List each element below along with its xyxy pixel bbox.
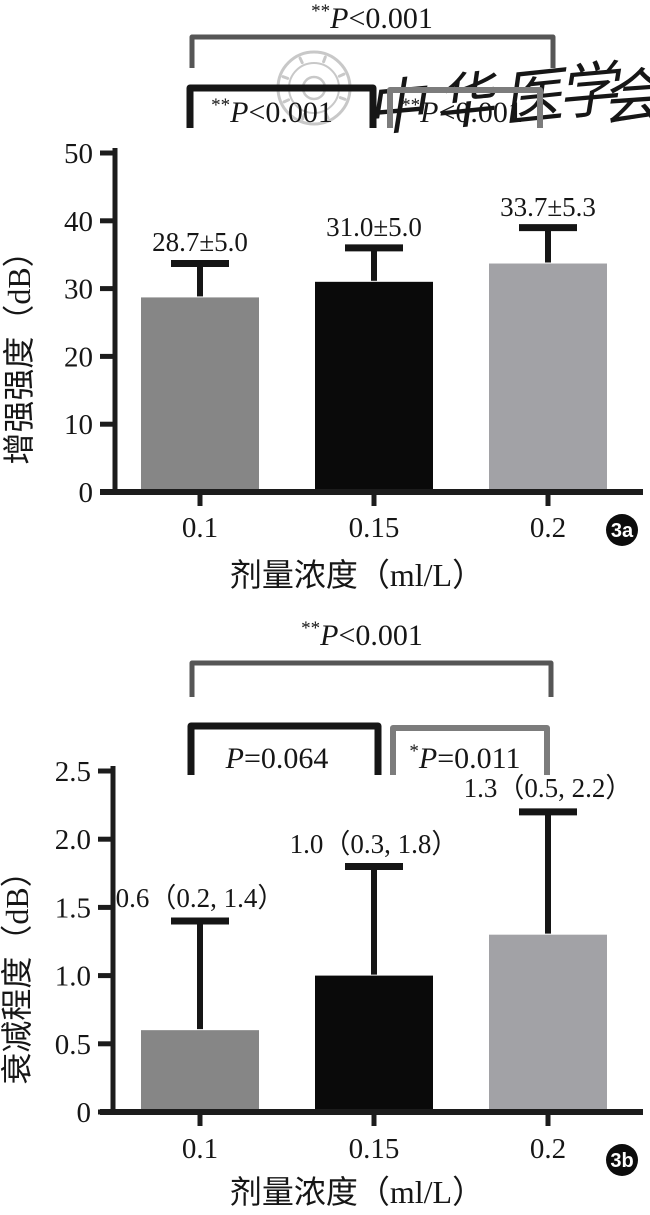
x-tick-label: 0.1	[182, 512, 218, 544]
panel-badge-label: 3b	[610, 1150, 633, 1172]
panel-badge-label: 3a	[611, 520, 634, 542]
x-tick-label: 0.15	[349, 512, 400, 544]
bar-3a-0.2	[489, 263, 607, 492]
p-value-label: **P<0.001	[211, 95, 333, 129]
y-tick-label: 0	[79, 477, 94, 509]
panel-badge-circle	[606, 514, 638, 546]
bar-value-label: 0.6（0.2, 1.4）	[116, 883, 285, 913]
bar-value-label: 33.7±5.3	[500, 192, 596, 222]
error-bar	[345, 862, 403, 975]
y-axis-title: 衰减程度（dB）	[0, 855, 35, 1084]
bar-value-label: 1.0（0.3, 1.8）	[290, 829, 459, 859]
p-value-label: **P<0.001	[301, 618, 423, 652]
chart-panel-3a: 28.7±5.0 31.0±5.0 33.7±5.3 0 10 20 30 40 50 0.1 0.…	[1, 1, 643, 593]
y-axis-title: 增强强度（dB）	[1, 235, 37, 464]
error-bar	[345, 244, 403, 281]
significance-bracket	[390, 725, 550, 775]
y-tick-label: 0	[77, 1097, 92, 1129]
error-bar	[519, 808, 577, 934]
y-tick-label: 20	[64, 341, 93, 373]
y-tick-label: 1.5	[55, 892, 91, 924]
bar-3a-0.15	[315, 281, 433, 492]
bar-value-label: 31.0±5.0	[326, 212, 422, 242]
x-axis-title: 剂量浓度（ml/L）	[230, 557, 484, 593]
chart-panel-3b: 0.6（0.2, 1.4）1.0（0.3, 1.8）1.3（0.5, 2.2） 0…	[0, 618, 643, 1210]
p-value-label: P=0.064	[225, 742, 329, 775]
y-tick-label: 40	[64, 206, 93, 238]
y-tick-label: 30	[64, 274, 93, 306]
significance-bracket	[189, 660, 554, 697]
panel-badge-circle	[606, 1144, 638, 1176]
p-value-label: **P<0.001	[311, 1, 433, 35]
significance-bracket	[186, 84, 377, 128]
y-tick-label: 1.0	[55, 961, 91, 993]
bar-3a-0.1	[141, 297, 259, 492]
significance-bracket	[189, 34, 556, 68]
error-bar	[171, 260, 229, 297]
x-axis-title: 剂量浓度（ml/L）	[230, 1174, 484, 1210]
y-tick-label: 0.5	[55, 1029, 91, 1061]
bar-3b-0.15	[315, 975, 433, 1112]
y-tick-label: 10	[64, 409, 93, 441]
error-bar	[519, 224, 577, 263]
bar-3b-0.1	[141, 1030, 259, 1112]
p-value-label: *P=0.011	[409, 741, 520, 775]
watermark-text-char: 学	[554, 56, 626, 128]
bar-value-label: 1.3（0.5, 2.2）	[464, 773, 633, 803]
x-tick-label: 0.2	[530, 512, 566, 544]
bar-value-label: 28.7±5.0	[152, 227, 248, 257]
y-tick-label: 50	[64, 138, 93, 170]
y-tick-label: 2.5	[55, 756, 91, 788]
p-value-label: **P<0.001	[401, 95, 523, 129]
watermark-text-char: 华	[431, 66, 504, 139]
significance-bracket	[387, 87, 543, 128]
x-tick-label: 0.1	[182, 1133, 218, 1165]
x-tick-label: 0.2	[530, 1133, 566, 1165]
error-bar	[171, 917, 229, 1030]
y-tick-label: 2.0	[55, 824, 91, 856]
watermark-text-char: 会	[598, 63, 650, 133]
bar-3b-0.2	[489, 934, 607, 1112]
x-tick-label: 0.15	[349, 1133, 400, 1165]
significance-bracket	[187, 722, 382, 775]
